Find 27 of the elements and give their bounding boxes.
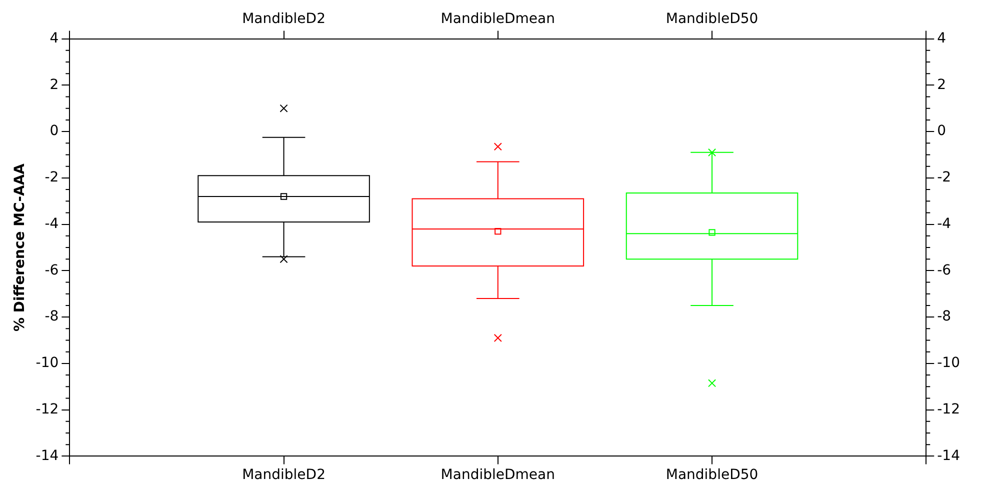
x-tick-label: MandibleD2 [242,467,326,484]
y2-tick-label: -12 [937,401,960,418]
x-tick-label: MandibleD50 [666,467,758,484]
category-label: MandibleDmean [440,11,555,28]
y-tick-label: 2 [50,76,59,93]
y-tick-label: -6 [44,262,59,278]
y2-tick-label: -10 [937,355,960,372]
y2-tick-label: -14 [937,448,960,464]
category-label: MandibleD50 [666,11,758,28]
y-tick-label: -12 [36,401,59,418]
y2-tick-label: -2 [937,170,952,186]
y-tick-label: 0 [50,123,59,140]
y2-tick-label: -6 [937,262,952,278]
y2-tick-label: 0 [937,123,946,140]
y2-tick-label: 4 [937,30,946,46]
y-tick-label: -4 [44,216,59,232]
y-tick-label: 4 [50,30,59,46]
y-tick-label: -8 [44,308,59,325]
y-tick-label: -2 [44,170,59,186]
y-tick-label: -10 [36,355,59,372]
y-axis-title: % Difference MC-AAA [12,163,28,332]
y-tick-label: -14 [36,448,59,464]
y2-tick-label: -8 [937,308,952,325]
x-tick-label: MandibleDmean [440,467,555,484]
category-label: MandibleD2 [242,11,326,28]
y2-tick-label: 2 [937,76,946,93]
y2-tick-label: -4 [937,216,952,232]
